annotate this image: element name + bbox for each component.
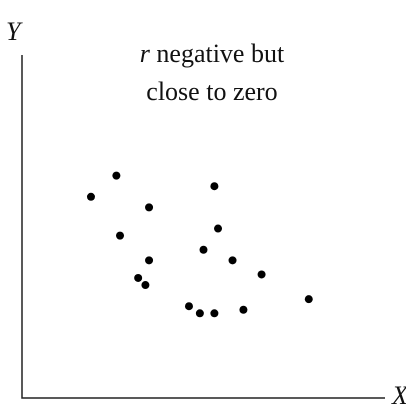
point: [86, 192, 95, 201]
title-variable: r: [140, 39, 151, 68]
chart-title: r negative but: [140, 39, 285, 68]
point: [214, 224, 223, 233]
point: [210, 182, 219, 191]
point: [145, 256, 154, 265]
point: [228, 256, 237, 265]
point: [116, 231, 125, 240]
point: [134, 273, 143, 282]
title-line: close to zero: [146, 77, 277, 106]
point: [199, 245, 208, 254]
point: [210, 309, 219, 318]
x-axis-label: X: [391, 381, 406, 407]
point: [184, 302, 193, 311]
point: [145, 203, 154, 212]
point: [112, 171, 121, 180]
point: [239, 305, 248, 314]
y-axis-label: Y: [6, 17, 23, 46]
point: [141, 281, 150, 290]
point: [195, 309, 204, 318]
point: [304, 295, 313, 304]
axes: [21, 55, 385, 399]
title-line: negative but: [156, 39, 285, 68]
point: [257, 270, 266, 279]
